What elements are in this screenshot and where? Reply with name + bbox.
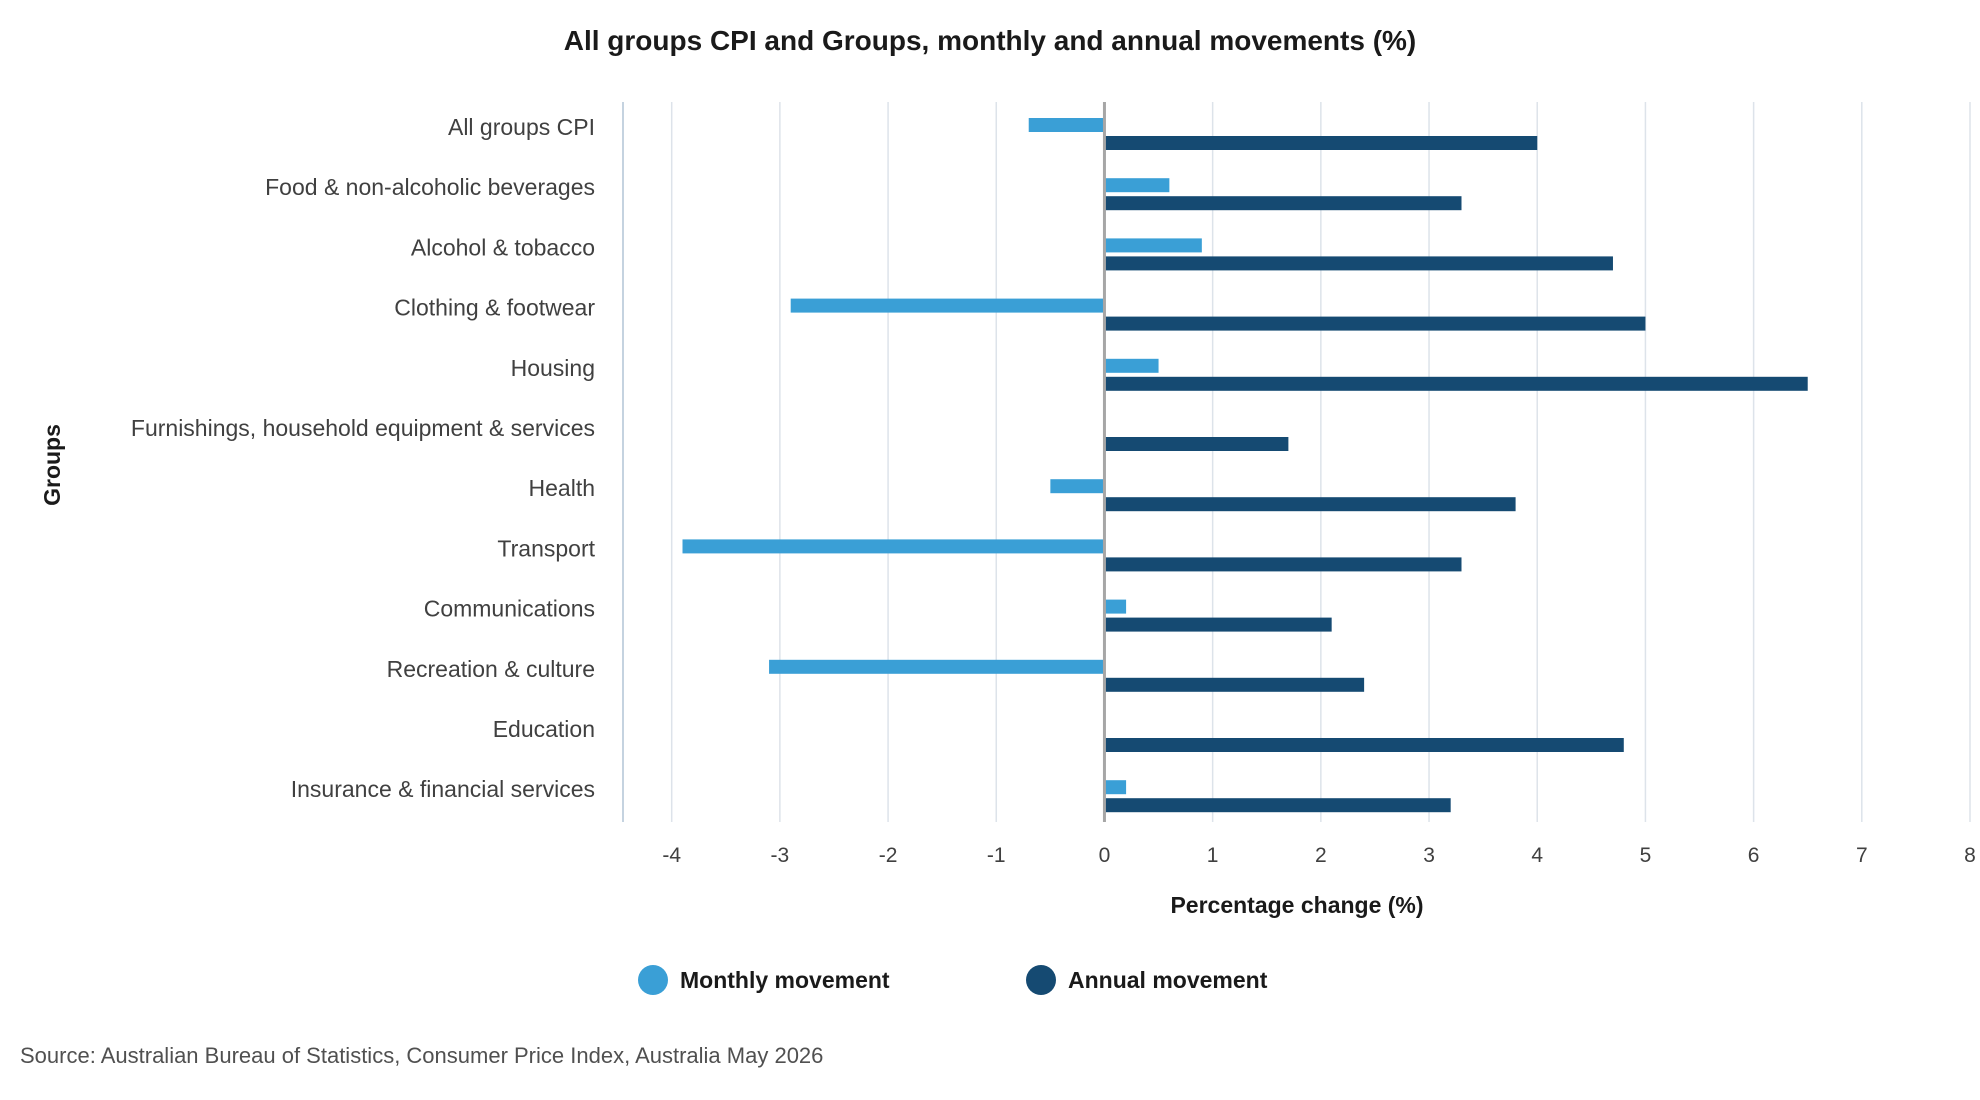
category-labels: All groups CPI Food & non-alcoholic bever… [131, 114, 596, 802]
x-tick-label: 6 [1748, 844, 1760, 867]
x-tick-label: 3 [1423, 844, 1435, 867]
annual-movement-bar [1104, 256, 1613, 271]
monthly-movement-bar [1028, 118, 1105, 132]
category-label: Housing [511, 355, 595, 381]
legend-marker-monthly [638, 965, 668, 995]
x-tick-label: 5 [1640, 844, 1652, 867]
category-label: Education [493, 716, 595, 742]
annual-movement-bar [1104, 136, 1538, 150]
x-tick-label: 4 [1531, 844, 1543, 867]
x-tick-label: -1 [987, 844, 1006, 867]
category-label: Insurance & financial services [291, 776, 595, 802]
monthly-movement-bar [682, 539, 1105, 554]
category-label: Transport [497, 535, 595, 561]
annual-movement-bar [1104, 376, 1808, 391]
annual-movement-bar [1104, 437, 1289, 451]
monthly-movement-bar [769, 659, 1105, 674]
y-axis-title: Groups [39, 424, 65, 506]
annual-movement-bar [1104, 557, 1462, 572]
category-label: All groups CPI [448, 114, 595, 140]
monthly-movement-bar [1104, 178, 1170, 193]
legend-label-annual: Annual movement [1068, 967, 1268, 993]
x-tick-label: 8 [1964, 844, 1976, 867]
annual-movement-bar [1104, 617, 1332, 632]
category-label: Recreation & culture [387, 656, 595, 682]
category-label: Health [529, 475, 595, 501]
category-label: Furnishings, household equipment & servi… [131, 415, 595, 441]
monthly-movement-bar [1104, 780, 1127, 795]
annual-movement-bar [1104, 316, 1646, 331]
annual-movement-bar [1104, 738, 1624, 752]
annual-movement-bar [1104, 497, 1516, 512]
annual-movement-bar [1104, 196, 1462, 211]
chart-title: All groups CPI and Groups, monthly and a… [564, 25, 1417, 56]
x-tick-label: 1 [1207, 844, 1219, 867]
category-label: Communications [424, 596, 595, 622]
x-tick-label: 7 [1856, 844, 1868, 867]
source-note: Source: Australian Bureau of Statistics,… [20, 1043, 823, 1068]
x-tick-label: -2 [879, 844, 898, 867]
monthly-movement-bar [1104, 358, 1159, 373]
category-label: Clothing & footwear [394, 295, 595, 321]
legend-label-monthly: Monthly movement [680, 967, 890, 993]
annual-movement-bar [1104, 798, 1451, 813]
monthly-movement-bar [1104, 599, 1127, 614]
category-label: Alcohol & tobacco [411, 234, 595, 260]
x-axis-title: Percentage change (%) [1170, 892, 1423, 918]
x-tick-label: -4 [662, 844, 681, 867]
x-tick-label: 2 [1315, 844, 1327, 867]
category-label: Food & non-alcoholic beverages [265, 174, 595, 200]
legend: Monthly movement Annual movement [638, 965, 1268, 995]
legend-marker-annual [1026, 965, 1056, 995]
annual-movement-bar [1104, 677, 1365, 692]
x-tick-label: -3 [771, 844, 790, 867]
monthly-movement-bar [790, 298, 1105, 313]
x-tick-label: 0 [1099, 844, 1111, 867]
monthly-movement-bar [1104, 238, 1202, 253]
gridlines [622, 102, 1971, 822]
monthly-movement-bar [1050, 479, 1105, 494]
x-tick-labels: -4 -3 -2 -1 0 1 2 3 4 5 6 7 8 [662, 844, 1976, 867]
bars [682, 118, 1808, 813]
